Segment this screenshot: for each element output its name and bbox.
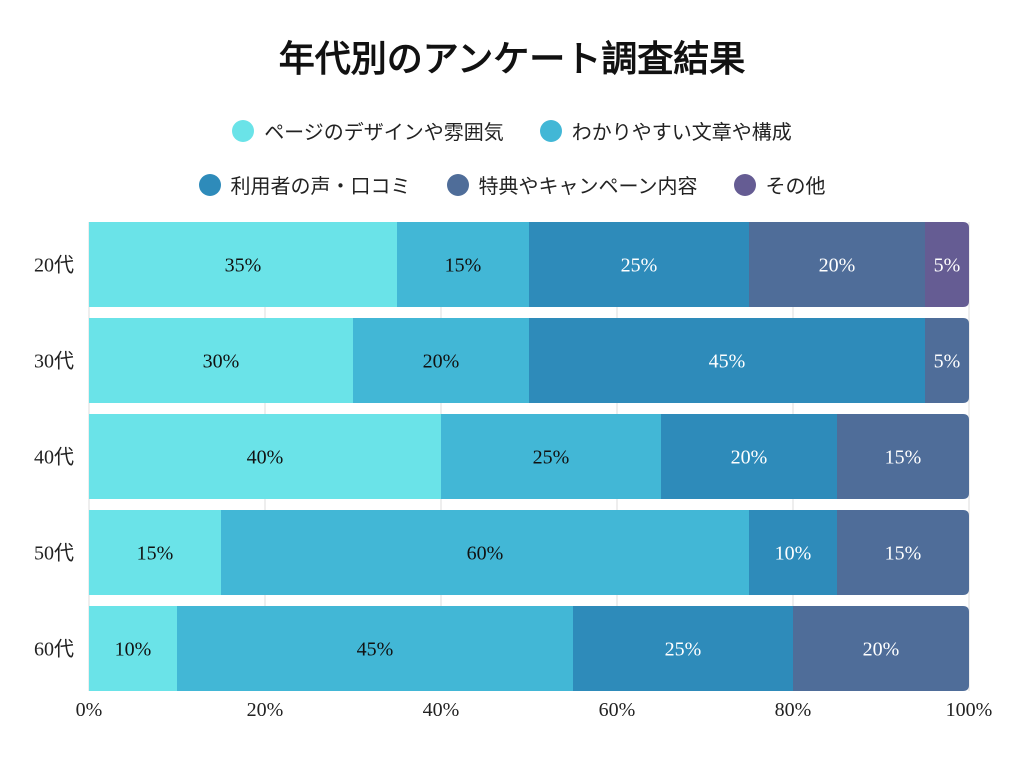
legend-swatch: [733, 173, 756, 196]
bar-segment: [837, 414, 969, 499]
data-label: 5%: [934, 351, 961, 373]
data-label: 5%: [934, 255, 961, 277]
y-tick-label: 60代: [34, 638, 74, 661]
data-label: 20%: [819, 255, 856, 277]
legend-swatch: [198, 173, 221, 196]
x-tick-label: 100%: [946, 699, 993, 721]
y-tick-label: 20代: [34, 254, 74, 277]
data-label: 10%: [115, 639, 152, 661]
data-label: 10%: [775, 543, 812, 565]
legend-swatch: [539, 119, 562, 142]
legend-row-2: 利用者の声・口コミ 特典やキャンペーン内容 その他: [0, 170, 1024, 199]
bar-segment: [573, 606, 793, 691]
bar-segment: [529, 318, 925, 403]
legend-swatch: [232, 119, 255, 142]
bar-segment: [925, 222, 969, 307]
x-tick-label: 40%: [423, 699, 460, 721]
bar-segment: [89, 606, 177, 691]
bar-segment: [661, 414, 837, 499]
bar-segment: [89, 318, 353, 403]
data-label: 60%: [467, 543, 504, 565]
data-label: 15%: [445, 255, 482, 277]
y-tick-label: 30代: [34, 350, 74, 373]
legend-item: その他: [733, 170, 826, 199]
data-label: 45%: [709, 351, 746, 373]
data-label: 25%: [533, 447, 570, 469]
data-label: 45%: [357, 639, 394, 661]
x-tick-label: 80%: [775, 699, 812, 721]
data-label: 20%: [423, 351, 460, 373]
data-label: 25%: [621, 255, 658, 277]
bar-segment: [925, 318, 969, 403]
chart-title: 年代別のアンケート調査結果: [278, 39, 746, 80]
data-label: 15%: [885, 447, 922, 469]
bar-segment: [793, 606, 969, 691]
x-tick-label: 0%: [76, 699, 103, 721]
data-label: 40%: [247, 447, 284, 469]
bar-segment: [89, 414, 441, 499]
bar-segment: [529, 222, 749, 307]
y-tick-label: 40代: [34, 446, 74, 469]
data-label: 25%: [665, 639, 702, 661]
legend-item: わかりやすい文章や構成: [539, 116, 792, 145]
data-label: 30%: [203, 351, 240, 373]
data-label: 15%: [885, 543, 922, 565]
x-tick-label: 20%: [247, 699, 284, 721]
bar-segment: [177, 606, 573, 691]
legend-row-1: ページのデザインや雰囲気 わかりやすい文章や構成: [0, 116, 1024, 145]
data-label: 35%: [225, 255, 262, 277]
bar-segment: [749, 222, 925, 307]
bar-segment: [397, 222, 529, 307]
data-label: 15%: [137, 543, 174, 565]
bar-segment: [441, 414, 661, 499]
legend-label: わかりやすい文章や構成: [571, 120, 792, 144]
legend-label: 利用者の声・口コミ: [230, 174, 411, 198]
legend-label: ページのデザインや雰囲気: [264, 120, 504, 144]
legend-label: 特典やキャンペーン内容: [478, 174, 698, 198]
legend-swatch: [446, 173, 469, 196]
bar-segment: [353, 318, 529, 403]
bar-segment: [89, 222, 397, 307]
data-label: 20%: [863, 639, 900, 661]
bar-segment: [221, 510, 749, 595]
y-tick-label: 50代: [34, 542, 74, 565]
legend-item: ページのデザインや雰囲気: [232, 116, 504, 145]
bar-segment: [837, 510, 969, 595]
legend-item: 利用者の声・口コミ: [198, 170, 411, 199]
legend-label: その他: [765, 174, 826, 198]
legend-item: 特典やキャンペーン内容: [446, 170, 698, 199]
bar-segment: [749, 510, 837, 595]
data-label: 20%: [731, 447, 768, 469]
x-tick-label: 60%: [599, 699, 636, 721]
bar-segment: [89, 510, 221, 595]
